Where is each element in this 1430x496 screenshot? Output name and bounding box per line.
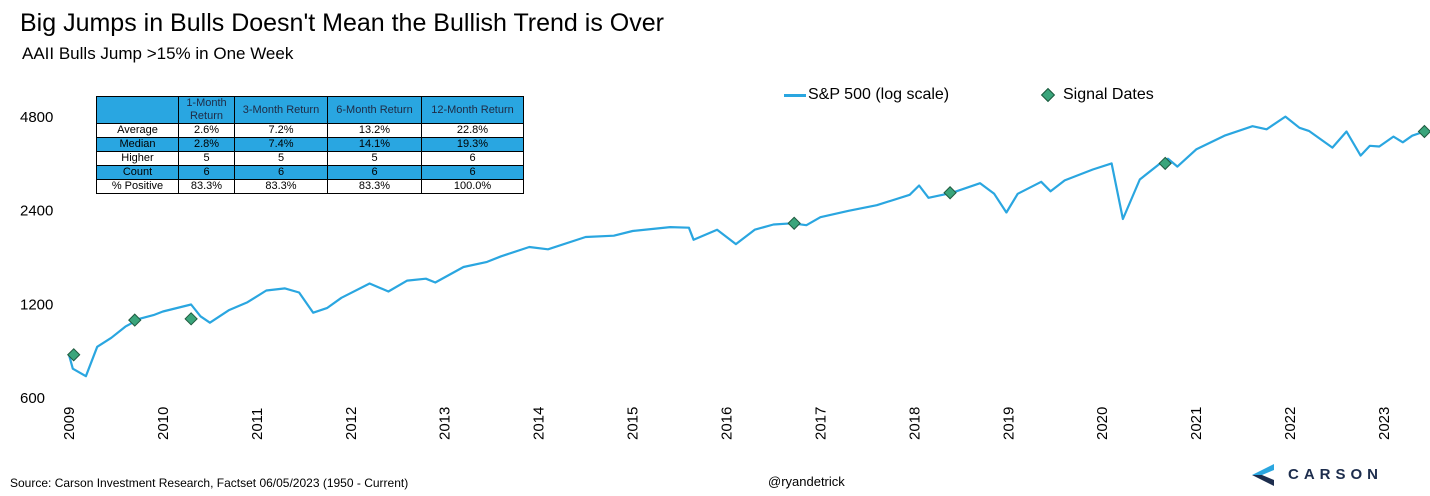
table-cell: 19.3% bbox=[421, 137, 524, 152]
stats-header-row: 1-Month Return 3-Month Return 6-Month Re… bbox=[96, 96, 524, 124]
x-tick-label: 2022 bbox=[1282, 407, 1299, 440]
table-cell: 100.0% bbox=[421, 179, 524, 194]
signal-date-marker bbox=[128, 313, 142, 327]
signal-date-marker bbox=[1158, 156, 1172, 171]
signal-date-marker bbox=[184, 312, 198, 326]
table-cell: 83.3% bbox=[234, 179, 328, 194]
stats-header-3m: 3-Month Return bbox=[234, 96, 328, 124]
table-cell: 2.6% bbox=[178, 123, 235, 138]
table-cell: 5 bbox=[178, 151, 235, 166]
table-cell: 5 bbox=[234, 151, 328, 166]
chart-subtitle: AAII Bulls Jump >15% in One Week bbox=[22, 44, 294, 63]
y-tick-label: 4800 bbox=[20, 109, 53, 126]
table-cell: 83.3% bbox=[327, 179, 422, 194]
table-cell: 5 bbox=[327, 151, 422, 166]
row-label: Higher bbox=[96, 151, 179, 166]
stats-header-6m: 6-Month Return bbox=[327, 96, 422, 124]
table-row: % Positive 83.3% 83.3% 83.3% 100.0% bbox=[96, 179, 524, 194]
table-cell: 2.8% bbox=[178, 137, 235, 152]
table-row: Average 2.6% 7.2% 13.2% 22.8% bbox=[96, 123, 524, 138]
x-tick-label: 2020 bbox=[1094, 407, 1111, 440]
signal-date-marker bbox=[943, 186, 957, 200]
legend-line-swatch bbox=[784, 94, 806, 97]
carson-logo: CARSON bbox=[1250, 460, 1420, 490]
y-tick-label: 2400 bbox=[20, 203, 53, 220]
table-cell: 6 bbox=[234, 165, 328, 180]
row-label: % Positive bbox=[96, 179, 179, 194]
legend-line-label: S&P 500 (log scale) bbox=[808, 86, 950, 103]
x-tick-label: 2023 bbox=[1376, 407, 1393, 440]
x-tick-label: 2015 bbox=[625, 407, 642, 440]
stats-header-12m: 12-Month Return bbox=[421, 96, 524, 124]
row-label: Median bbox=[96, 137, 179, 152]
x-tick-label: 2018 bbox=[906, 407, 923, 440]
signal-date-marker bbox=[66, 348, 81, 362]
y-tick-label: 1200 bbox=[20, 296, 53, 313]
x-tick-label: 2014 bbox=[531, 407, 548, 440]
stats-header-1m: 1-Month Return bbox=[178, 96, 235, 124]
signal-date-marker bbox=[1417, 124, 1430, 139]
table-row: Count 6 6 6 6 bbox=[96, 165, 524, 180]
signal-date-marker bbox=[787, 216, 801, 230]
y-tick-label: 600 bbox=[20, 390, 45, 407]
table-cell: 6 bbox=[327, 165, 422, 180]
x-tick-label: 2017 bbox=[812, 407, 829, 440]
x-tick-label: 2009 bbox=[61, 407, 78, 440]
chart-title: Big Jumps in Bulls Doesn't Mean the Bull… bbox=[20, 9, 664, 37]
table-row: Median 2.8% 7.4% 14.1% 19.3% bbox=[96, 137, 524, 152]
table-cell: 83.3% bbox=[178, 179, 235, 194]
table-cell: 7.2% bbox=[234, 123, 328, 138]
legend-marker-label: Signal Dates bbox=[1063, 86, 1154, 103]
table-cell: 6 bbox=[421, 151, 524, 166]
table-cell: 13.2% bbox=[327, 123, 422, 138]
table-cell: 14.1% bbox=[327, 137, 422, 152]
source-note: Source: Carson Investment Research, Fact… bbox=[10, 476, 409, 490]
carson-logo-icon bbox=[1252, 464, 1274, 486]
x-tick-label: 2019 bbox=[1000, 407, 1017, 440]
logo-text: CARSON bbox=[1288, 466, 1384, 483]
x-tick-label: 2012 bbox=[343, 407, 360, 440]
x-tick-label: 2016 bbox=[719, 407, 736, 440]
table-cell: 22.8% bbox=[421, 123, 524, 138]
author-handle: @ryandetrick bbox=[768, 474, 845, 489]
sp500-series-line bbox=[67, 115, 1425, 378]
table-cell: 6 bbox=[178, 165, 235, 180]
x-tick-label: 2021 bbox=[1188, 407, 1205, 440]
stats-header-empty bbox=[96, 96, 179, 124]
table-cell: 7.4% bbox=[234, 137, 328, 152]
x-tick-label: 2011 bbox=[249, 408, 266, 440]
stats-table: 1-Month Return 3-Month Return 6-Month Re… bbox=[96, 96, 524, 194]
row-label: Average bbox=[96, 123, 179, 138]
x-tick-label: 2013 bbox=[437, 407, 454, 440]
table-row: Higher 5 5 5 6 bbox=[96, 151, 524, 166]
row-label: Count bbox=[96, 165, 179, 180]
table-cell: 6 bbox=[421, 165, 524, 180]
x-tick-label: 2010 bbox=[155, 407, 172, 440]
